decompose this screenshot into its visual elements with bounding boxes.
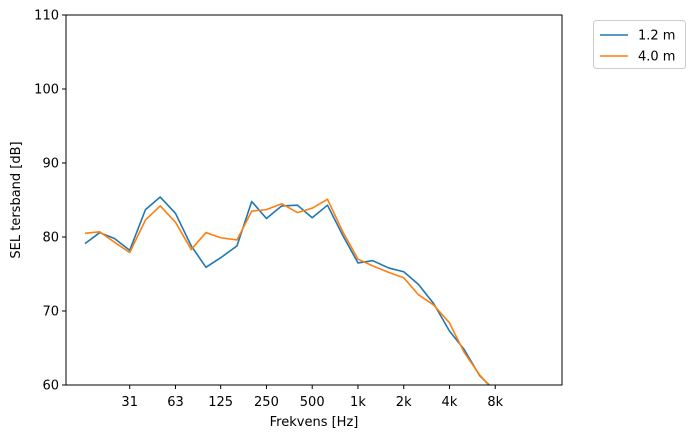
- y-axis: 60 70 80 90 100 110: [34, 9, 66, 394]
- x-tick-label: 500: [300, 395, 325, 410]
- y-tick-label: 60: [42, 379, 59, 394]
- y-tick-label: 70: [42, 305, 59, 320]
- plot-lines: [84, 196, 491, 385]
- plot-frame: [65, 14, 563, 386]
- series-line-2: [84, 198, 490, 385]
- legend-label-2: 4.0 m: [638, 50, 675, 65]
- x-tick-label: 1k: [350, 395, 366, 410]
- x-tick-label: 63: [167, 395, 184, 410]
- legend: 1.2 m 4.0 m: [593, 20, 686, 69]
- y-tick-label: 90: [42, 157, 59, 172]
- x-axis-label: Frekvens [Hz]: [270, 415, 359, 430]
- legend-label-1: 1.2 m: [638, 29, 675, 44]
- x-tick-label: 8k: [487, 395, 503, 410]
- y-tick-label: 100: [34, 83, 59, 98]
- x-tick-label: 31: [121, 395, 138, 410]
- series-line-1: [84, 196, 491, 385]
- y-tick-label: 80: [42, 231, 59, 246]
- x-tick-label: 125: [208, 395, 233, 410]
- x-tick-label: 2k: [396, 395, 412, 410]
- x-tick-label: 250: [254, 395, 279, 410]
- x-tick-label: 4k: [442, 395, 458, 410]
- x-axis: 31 63 125 250 500 1k 2k 4k 8k: [121, 385, 504, 410]
- y-tick-label: 110: [34, 9, 59, 24]
- y-axis-label: SEL tersband [dB]: [9, 141, 24, 258]
